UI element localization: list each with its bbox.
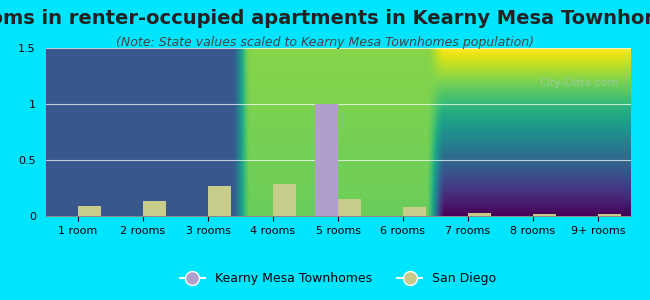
Bar [533, 214, 556, 216]
Bar [338, 199, 361, 216]
Bar [208, 186, 231, 216]
Bar [598, 214, 621, 216]
Bar [468, 213, 491, 216]
Text: (Note: State values scaled to Kearny Mesa Townhomes population): (Note: State values scaled to Kearny Mes… [116, 36, 534, 49]
Bar [78, 206, 101, 216]
Text: Rooms in renter-occupied apartments in Kearny Mesa Townhomes: Rooms in renter-occupied apartments in K… [0, 9, 650, 28]
Bar [403, 207, 426, 216]
Bar [143, 201, 166, 216]
Bar [315, 104, 338, 216]
Legend: Kearny Mesa Townhomes, San Diego: Kearny Mesa Townhomes, San Diego [175, 267, 501, 290]
Text: City-Data.com: City-Data.com [539, 78, 619, 88]
Bar [273, 184, 296, 216]
